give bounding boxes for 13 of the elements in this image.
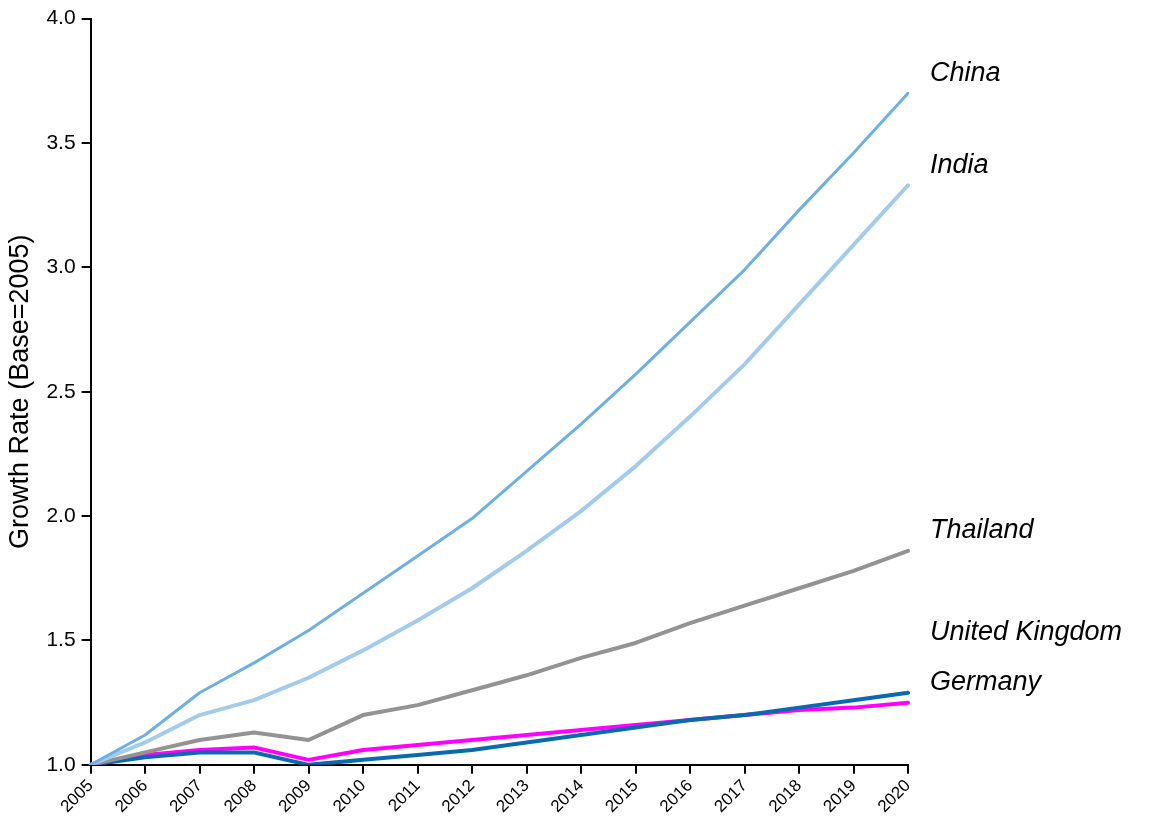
y-tick-label: 1.0 xyxy=(46,751,76,775)
y-tick-label: 2.0 xyxy=(46,502,76,526)
y-axis-title: Growth Rate (Base=2005) xyxy=(3,234,34,549)
y-tick-label: 2.5 xyxy=(46,378,76,402)
y-tick-label: 4.0 xyxy=(46,5,76,29)
series-label: United Kingdom xyxy=(930,616,1123,647)
y-tick-label: 3.5 xyxy=(46,129,76,153)
series-label: China xyxy=(930,56,1001,87)
y-tick-label: 1.5 xyxy=(46,627,76,651)
series-label: Thailand xyxy=(930,514,1035,545)
y-tick-label: 3.0 xyxy=(46,254,76,278)
series-label: India xyxy=(930,148,989,179)
series-label: Germany xyxy=(930,666,1043,697)
